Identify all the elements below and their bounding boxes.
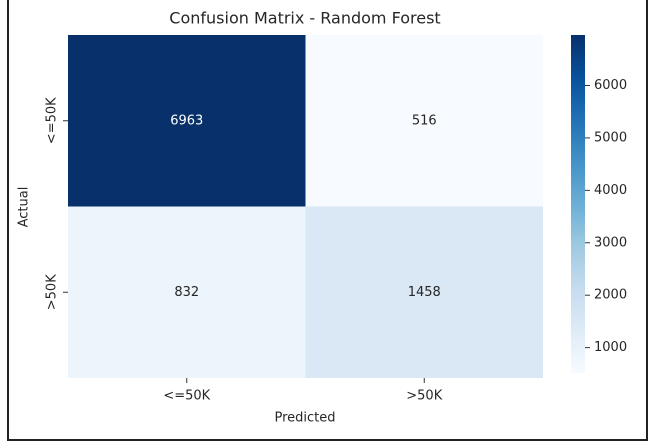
y-tick-label: >50K xyxy=(45,274,60,310)
colorbar-tick-label: 4000 xyxy=(594,183,627,198)
cell-label: 1458 xyxy=(408,285,441,300)
colorbar-tick-label: 2000 xyxy=(594,288,627,303)
y-tick-label: <=50K xyxy=(45,97,60,144)
colorbar-tick-label: 5000 xyxy=(594,130,627,145)
y-axis-label: Actual xyxy=(17,187,32,228)
x-tick-label: >50K xyxy=(406,389,442,404)
frame xyxy=(7,0,648,441)
heatmap-cell xyxy=(68,206,306,378)
cell-label: 832 xyxy=(174,285,199,300)
x-tick-label: <=50K xyxy=(163,389,210,404)
chart-title: Confusion Matrix - Random Forest xyxy=(169,9,440,28)
cell-label: 6963 xyxy=(170,113,203,128)
cell-label: 516 xyxy=(412,113,437,128)
heatmap-cell xyxy=(305,35,543,207)
colorbar xyxy=(571,35,585,373)
heatmap-cell xyxy=(68,35,306,207)
x-axis-label: Predicted xyxy=(274,411,335,426)
heatmap-cell xyxy=(305,206,543,378)
colorbar-tick-label: 3000 xyxy=(594,235,627,250)
colorbar-tick-label: 1000 xyxy=(594,340,627,355)
colorbar-tick-label: 6000 xyxy=(594,78,627,93)
